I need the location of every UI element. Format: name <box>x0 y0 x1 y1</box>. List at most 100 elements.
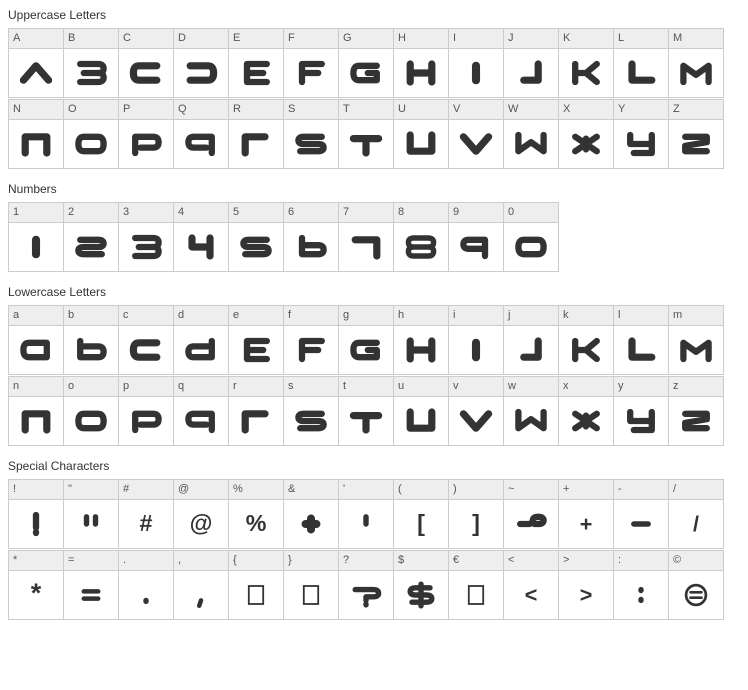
glyph-label: f <box>284 306 338 326</box>
glyph-cell[interactable]: Q <box>173 99 229 169</box>
glyph-cell[interactable]: u <box>393 376 449 446</box>
glyph-cell[interactable]: G <box>338 28 394 98</box>
glyph-cell[interactable]: . <box>118 550 174 620</box>
glyph-cell[interactable]: A <box>8 28 64 98</box>
glyph-cell[interactable]: S <box>283 99 339 169</box>
glyph-display <box>229 223 283 271</box>
glyph-cell[interactable]: ? <box>338 550 394 620</box>
glyph-cell[interactable]: i <box>448 305 504 375</box>
glyph-cell[interactable]: >> <box>558 550 614 620</box>
glyph-cell[interactable]: 7 <box>338 202 394 272</box>
glyph-cell[interactable]: B <box>63 28 119 98</box>
glyph-cell[interactable]: F <box>283 28 339 98</box>
glyph-cell[interactable]: 8 <box>393 202 449 272</box>
glyph-cell[interactable]: ++ <box>558 479 614 549</box>
glyph-cell[interactable]: , <box>173 550 229 620</box>
glyph-cell[interactable]: x <box>558 376 614 446</box>
glyph-cell[interactable]: 9 <box>448 202 504 272</box>
glyph-cell[interactable]: h <box>393 305 449 375</box>
glyph-cell[interactable]: $ <box>393 550 449 620</box>
glyph-cell[interactable]: K <box>558 28 614 98</box>
glyph-cell[interactable]: l <box>613 305 669 375</box>
svg-text:>: > <box>580 582 593 607</box>
glyph-cell[interactable]: @@ <box>173 479 229 549</box>
glyph-cell[interactable]: f <box>283 305 339 375</box>
glyph-cell[interactable]: g <box>338 305 394 375</box>
glyph-label: 0 <box>504 203 558 223</box>
glyph-cell[interactable]: b <box>63 305 119 375</box>
glyph-display <box>119 120 173 168</box>
glyph-cell[interactable]: ! <box>8 479 64 549</box>
glyph-cell[interactable]: ## <box>118 479 174 549</box>
glyph-cell[interactable]: C <box>118 28 174 98</box>
glyph-cell[interactable]: Y <box>613 99 669 169</box>
glyph-cell[interactable]: " <box>63 479 119 549</box>
glyph-cell[interactable]: ** <box>8 550 64 620</box>
glyph-display <box>9 500 63 548</box>
glyph-cell[interactable]: // <box>668 479 724 549</box>
glyph-cell[interactable]: 3 <box>118 202 174 272</box>
glyph-cell[interactable]: 4 <box>173 202 229 272</box>
glyph-cell[interactable]: p <box>118 376 174 446</box>
glyph-cell[interactable]: s <box>283 376 339 446</box>
glyph-cell[interactable]: - <box>613 479 669 549</box>
glyph-cell[interactable]: a <box>8 305 64 375</box>
glyph-cell[interactable]: w <box>503 376 559 446</box>
glyph-cell[interactable]: 0 <box>503 202 559 272</box>
glyph-cell[interactable]: E <box>228 28 284 98</box>
glyph-cell[interactable]: q <box>173 376 229 446</box>
glyph-cell[interactable]: { <box>228 550 284 620</box>
glyph-cell[interactable]: y <box>613 376 669 446</box>
glyph-cell[interactable]: X <box>558 99 614 169</box>
svg-text:@: @ <box>190 510 213 536</box>
glyph-cell[interactable]: d <box>173 305 229 375</box>
glyph-cell[interactable]: = <box>63 550 119 620</box>
glyph-cell[interactable]: H <box>393 28 449 98</box>
glyph-cell[interactable]: Z <box>668 99 724 169</box>
glyph-cell[interactable]: t <box>338 376 394 446</box>
glyph-display <box>119 49 173 97</box>
glyph-cell[interactable]: M <box>668 28 724 98</box>
glyph-cell[interactable]: 5 <box>228 202 284 272</box>
glyph-cell[interactable]: U <box>393 99 449 169</box>
glyph-cell[interactable]: r <box>228 376 284 446</box>
glyph-display <box>284 326 338 374</box>
glyph-cell[interactable]: )] <box>448 479 504 549</box>
glyph-cell[interactable]: ([ <box>393 479 449 549</box>
glyph-cell[interactable]: J <box>503 28 559 98</box>
glyph-cell[interactable]: ~ <box>503 479 559 549</box>
glyph-cell[interactable]: ' <box>338 479 394 549</box>
glyph-cell[interactable]: } <box>283 550 339 620</box>
glyph-cell[interactable]: L <box>613 28 669 98</box>
glyph-display <box>394 49 448 97</box>
glyph-cell[interactable]: P <box>118 99 174 169</box>
glyph-cell[interactable]: c <box>118 305 174 375</box>
glyph-cell[interactable]: m <box>668 305 724 375</box>
glyph-cell[interactable]: W <box>503 99 559 169</box>
glyph-cell[interactable]: %% <box>228 479 284 549</box>
glyph-cell[interactable]: I <box>448 28 504 98</box>
glyph-cell[interactable]: k <box>558 305 614 375</box>
glyph-cell[interactable]: T <box>338 99 394 169</box>
glyph-cell[interactable]: << <box>503 550 559 620</box>
glyph-cell[interactable]: D <box>173 28 229 98</box>
glyph-cell[interactable]: N <box>8 99 64 169</box>
glyph-cell[interactable]: n <box>8 376 64 446</box>
glyph-cell[interactable]: 2 <box>63 202 119 272</box>
glyph-cell[interactable]: 6 <box>283 202 339 272</box>
glyph-cell[interactable]: O <box>63 99 119 169</box>
glyph-cell[interactable]: j <box>503 305 559 375</box>
glyph-cell[interactable]: o <box>63 376 119 446</box>
glyph-cell[interactable]: & <box>283 479 339 549</box>
glyph-cell[interactable]: R <box>228 99 284 169</box>
glyph-cell[interactable]: € <box>448 550 504 620</box>
glyph-cell[interactable]: e <box>228 305 284 375</box>
glyph-cell[interactable]: V <box>448 99 504 169</box>
glyph-cell[interactable]: 1 <box>8 202 64 272</box>
glyph-label: n <box>9 377 63 397</box>
glyph-display <box>9 397 63 445</box>
glyph-cell[interactable]: : <box>613 550 669 620</box>
glyph-cell[interactable]: v <box>448 376 504 446</box>
glyph-cell[interactable]: z <box>668 376 724 446</box>
glyph-cell[interactable]: © <box>668 550 724 620</box>
